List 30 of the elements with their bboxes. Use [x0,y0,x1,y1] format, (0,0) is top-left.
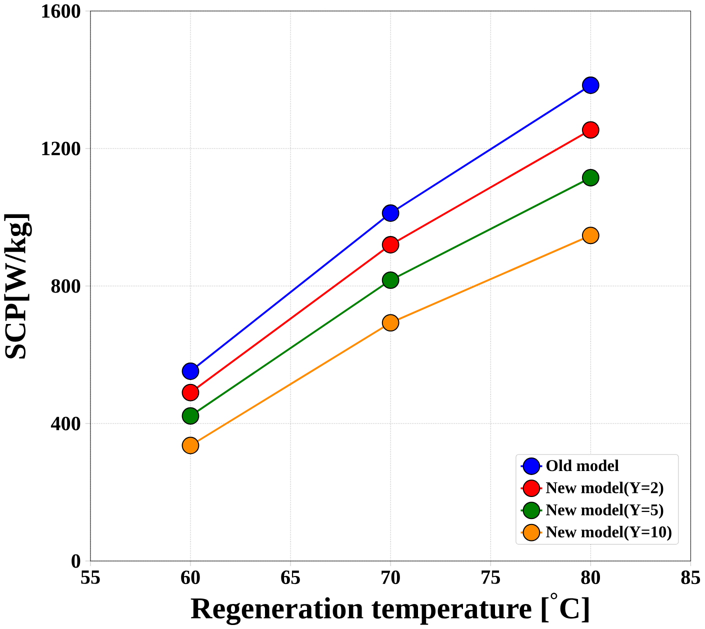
point [382,204,400,222]
point [582,168,600,186]
legend-label: New model(Y=5) [546,504,664,519]
point [182,384,200,402]
x-tick-label: 85 [681,570,700,584]
x-tick-label: 75 [482,570,500,584]
legend-label: Old model [546,460,619,472]
y-tick-label: 400 [50,416,80,430]
x-tick-label: 65 [281,570,300,584]
point [382,236,400,254]
x-tick-label: 80 [581,570,600,584]
x-tick-label: 60 [181,570,200,584]
point [382,314,400,332]
legend-label: New model(Y=2) [546,482,664,496]
point [382,271,400,289]
x-tick-label: 55 [81,570,100,584]
point [582,76,600,94]
y-axis-title: SCP[W/kg] [4,214,32,358]
point [182,362,200,380]
y-tick-label: 1600 [42,4,80,18]
point [582,226,600,244]
point [182,407,200,425]
legend-label: New model(Y=10) [546,526,672,541]
x-tick-label: 70 [382,570,400,584]
y-tick-label: 1200 [42,142,80,156]
point [182,436,200,454]
x-axis-title: Regeneration temperature [$^{°}$C] [190,592,589,625]
point [582,121,600,139]
y-tick-label: 800 [51,279,80,293]
y-tick-label: 0 [72,554,80,568]
